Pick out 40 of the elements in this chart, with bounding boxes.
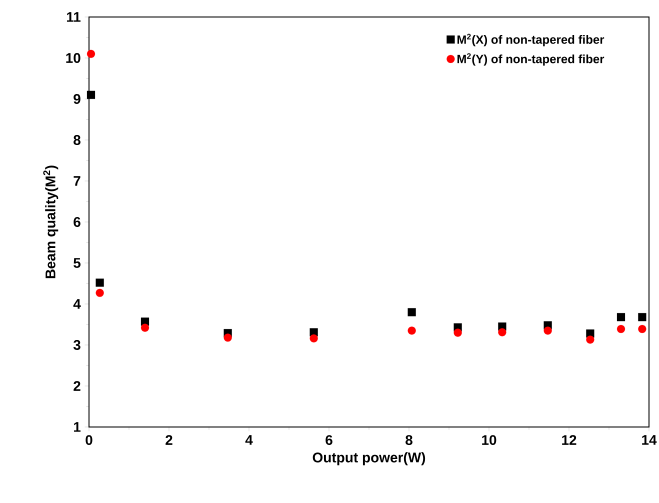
point xyxy=(408,326,416,335)
y-tick-label: 1 xyxy=(74,422,81,432)
y-tick-label: 3 xyxy=(73,340,80,350)
x-tick-label: 6 xyxy=(326,435,332,446)
x-tick-label: 10 xyxy=(482,435,496,446)
point xyxy=(454,328,462,337)
x-tick-label: 0 xyxy=(86,435,92,446)
legend-label: M$^{2}$(Y) of non-tapered fiber xyxy=(457,53,604,66)
point xyxy=(310,334,318,342)
point xyxy=(638,324,646,334)
point xyxy=(86,50,96,58)
y-tick-label: 4 xyxy=(73,299,81,309)
x-tick-label: 2 xyxy=(166,435,172,445)
point xyxy=(616,313,626,322)
x-axis-title: Output power(W) xyxy=(312,452,426,466)
point xyxy=(408,308,416,316)
x-tick-label: 4 xyxy=(245,435,253,445)
point xyxy=(224,334,232,342)
y-axis-title: Beam quality(M$^{2}$) xyxy=(43,166,58,278)
point xyxy=(498,328,506,336)
y-tick-label: 2 xyxy=(74,381,80,391)
y-tick-label: 8 xyxy=(74,135,80,145)
legend-label: M$^{2}$(X) of non-tapered fiber xyxy=(457,34,604,46)
y-tick-label: 9 xyxy=(74,94,80,104)
x-tick-label: 12 xyxy=(562,435,576,445)
point xyxy=(96,278,104,287)
y-tick-label: 5 xyxy=(74,258,81,268)
y-tick-label: 11 xyxy=(66,12,81,22)
y-tick-label: 10 xyxy=(66,53,80,63)
point xyxy=(586,336,594,344)
point xyxy=(638,313,646,322)
y-tick-label: 7 xyxy=(74,176,80,186)
x-tick-label: 8 xyxy=(406,435,412,446)
point xyxy=(616,324,626,334)
point xyxy=(140,324,150,332)
y-tick-label: 6 xyxy=(74,217,80,227)
x-tick-label: 14 xyxy=(642,435,657,445)
point xyxy=(96,288,104,297)
point xyxy=(86,90,96,99)
point xyxy=(544,326,552,335)
